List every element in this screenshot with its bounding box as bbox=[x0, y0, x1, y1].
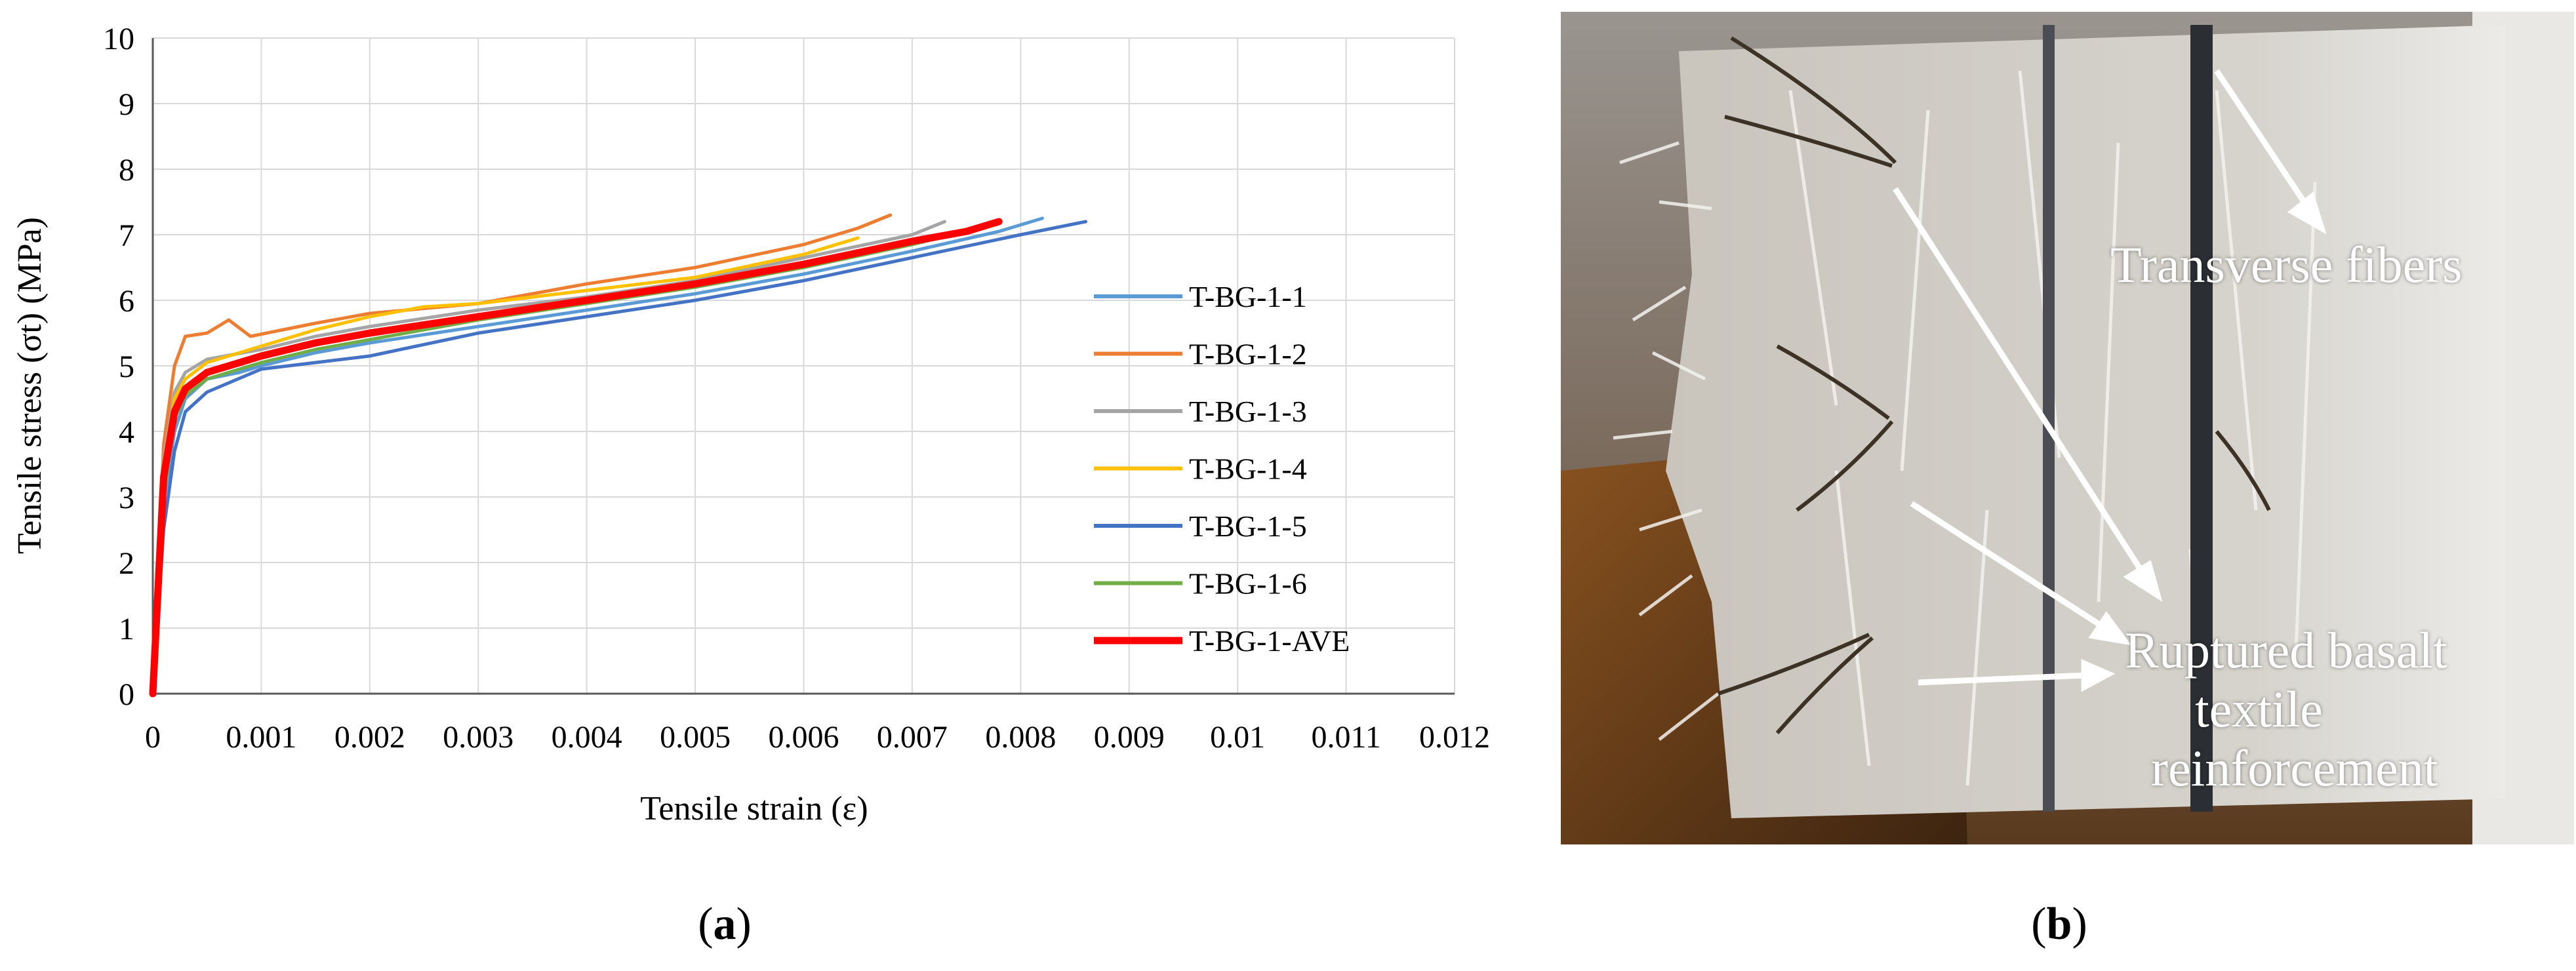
label-ruptured-line2: textile bbox=[2195, 681, 2323, 738]
x-tick-label: 0.012 bbox=[1419, 720, 1490, 755]
x-tick-label: 0.001 bbox=[226, 720, 296, 755]
caption-b-letter: b bbox=[2046, 899, 2072, 949]
chart-legend: T-BG-1-1 T-BG-1-2 T-BG-1-3 T-BG-1-4 T-BG-1-5… bbox=[1094, 280, 1350, 658]
legend-label: T-BG-1-1 bbox=[1189, 280, 1307, 313]
y-tick-label: 10 bbox=[103, 22, 134, 56]
label-transverse-fibers: Transverse fibers bbox=[2110, 236, 2463, 293]
series-line-t-bg-1-5 bbox=[151, 220, 1088, 696]
x-tick-label: 0.006 bbox=[769, 720, 839, 755]
specimen-photo: Transverse fibers Ruptured basalt textil… bbox=[1561, 12, 2574, 844]
x-tick-label: 0.003 bbox=[443, 720, 513, 755]
y-tick-label: 2 bbox=[119, 546, 134, 581]
y-tick-label: 0 bbox=[119, 677, 134, 712]
series-line-t-bg-1-4 bbox=[151, 236, 860, 696]
x-tick-label: 0.009 bbox=[1094, 720, 1165, 755]
y-axis-title: Tensile stress (σt) (MPa) bbox=[11, 217, 49, 554]
series-line-t-bg-1-1 bbox=[151, 216, 1044, 696]
y-tick-label: 7 bbox=[119, 218, 134, 253]
caption-a-letter: a bbox=[713, 899, 736, 949]
x-tick-label: 0.008 bbox=[985, 720, 1056, 755]
x-tick-label: 0.002 bbox=[334, 720, 405, 755]
label-ruptured-line1: Ruptured basalt bbox=[2125, 622, 2447, 679]
y-tick-label: 1 bbox=[119, 612, 134, 646]
legend-label: T-BG-1-4 bbox=[1189, 452, 1307, 486]
chart-series bbox=[149, 213, 1088, 698]
legend-label: T-BG-1-5 bbox=[1189, 509, 1307, 543]
legend-label: T-BG-1-3 bbox=[1189, 395, 1307, 428]
x-axis-title: Tensile strain (ε) bbox=[640, 790, 868, 827]
chart-tick-labels: 0 0.001 0.002 0.003 0.004 0.005 0.006 0.007 0.00… bbox=[103, 22, 1490, 755]
y-tick-label: 9 bbox=[119, 87, 134, 122]
x-tick-label: 0.004 bbox=[552, 720, 622, 755]
y-tick-label: 5 bbox=[119, 349, 134, 384]
specimen-photo-graphic bbox=[1561, 12, 2574, 844]
caption-a: (a) bbox=[698, 899, 752, 949]
x-tick-label: 0.005 bbox=[660, 720, 731, 755]
series-line-t-bg-1-ave bbox=[149, 218, 1003, 698]
legend-label: T-BG-1-AVE bbox=[1189, 624, 1350, 658]
caption-b: (b) bbox=[2031, 899, 2087, 949]
legend-label: T-BG-1-2 bbox=[1189, 338, 1307, 371]
label-ruptured-line3: reinforcement bbox=[2151, 740, 2438, 797]
x-tick-label: 0 bbox=[145, 720, 161, 755]
legend-label: T-BG-1-6 bbox=[1189, 567, 1307, 601]
y-tick-label: 4 bbox=[119, 415, 134, 450]
x-tick-label: 0.007 bbox=[877, 720, 948, 755]
chart-axes bbox=[151, 38, 1455, 695]
series-line-t-bg-1-2 bbox=[151, 213, 893, 696]
y-tick-label: 6 bbox=[119, 284, 134, 319]
y-tick-label: 3 bbox=[119, 481, 134, 515]
series-line-t-bg-1-3 bbox=[151, 220, 946, 696]
x-tick-label: 0.01 bbox=[1210, 720, 1265, 755]
stress-strain-chart: 0 0.001 0.002 0.003 0.004 0.005 0.006 0.007 0.00… bbox=[11, 22, 1490, 827]
y-tick-label: 8 bbox=[119, 153, 134, 188]
x-tick-label: 0.011 bbox=[1311, 720, 1380, 755]
